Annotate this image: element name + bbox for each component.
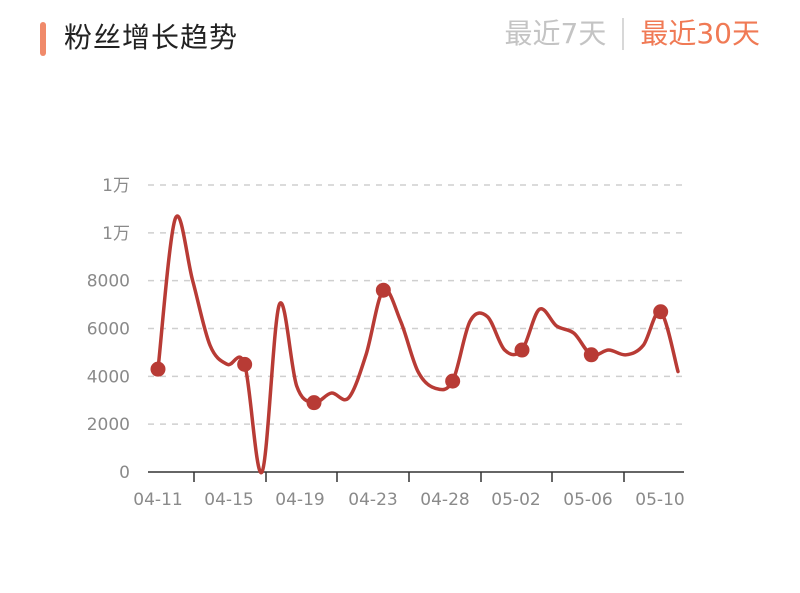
series-line — [156, 214, 680, 475]
data-point[interactable] — [237, 356, 253, 372]
data-point[interactable] — [375, 282, 391, 298]
x-tick-label: 04-23 — [348, 490, 397, 510]
range-7-days-button[interactable]: 最近7天 — [504, 17, 607, 50]
range-selector: 最近7天 最近30天 — [505, 14, 760, 54]
y-axis-tick-labels: 0 2000 4000 6000 8000 1万 1万 — [87, 176, 130, 483]
data-point[interactable] — [583, 347, 599, 363]
y-tick-label: 4000 — [87, 367, 130, 387]
x-tick-label: 05-06 — [563, 490, 612, 510]
x-tick-label: 04-11 — [133, 490, 182, 510]
y-tick-label: 0 — [119, 463, 130, 483]
x-tick-label: 05-10 — [635, 490, 684, 510]
series-layer — [156, 214, 680, 475]
y-tick-label: 6000 — [87, 320, 130, 340]
chart-axes — [148, 471, 684, 482]
data-point[interactable] — [445, 373, 461, 389]
title-accent-bar — [40, 22, 46, 56]
data-point[interactable] — [150, 361, 166, 377]
x-tick-label: 05-02 — [491, 490, 540, 510]
y-tick-label: 8000 — [87, 272, 130, 292]
data-point[interactable] — [514, 342, 530, 358]
y-tick-label: 1万 — [102, 224, 130, 244]
range-divider — [622, 18, 625, 50]
data-point[interactable] — [653, 304, 669, 320]
y-tick-label: 2000 — [87, 415, 130, 435]
y-tick-label: 1万 — [102, 176, 130, 196]
x-tick-label: 04-19 — [275, 490, 324, 510]
x-axis-tick-labels: 04-11 04-15 04-19 04-23 04-28 05-02 05-06 05-10 — [133, 490, 684, 510]
grid-lines — [148, 184, 684, 425]
point-markers — [150, 282, 669, 411]
chart-title: 粉丝增长趋势 — [64, 21, 239, 54]
x-tick-label: 04-28 — [420, 490, 469, 510]
chart-header: 粉丝增长趋势 最近7天 最近30天 — [0, 0, 800, 80]
range-30-days-button[interactable]: 最近30天 — [640, 17, 760, 50]
data-point[interactable] — [306, 395, 322, 411]
x-tick-label: 04-15 — [204, 490, 253, 510]
